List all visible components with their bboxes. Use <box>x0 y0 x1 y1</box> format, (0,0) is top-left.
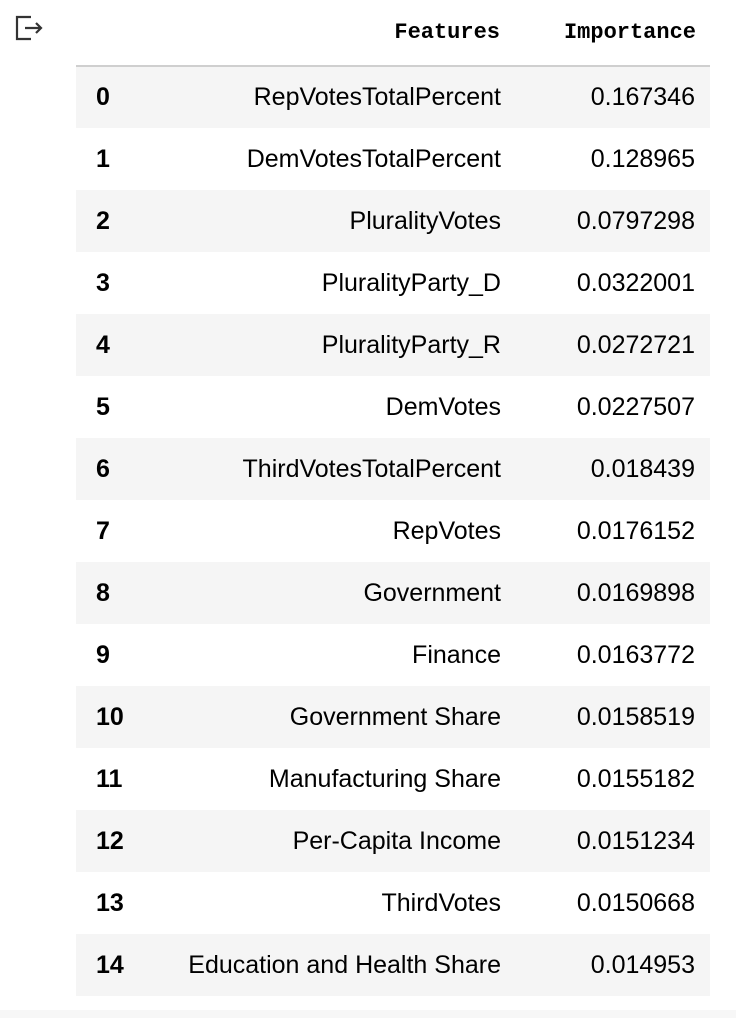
importance-cell: 0.0176152 <box>576 516 695 545</box>
importance-cell: 0.018439 <box>590 454 695 483</box>
row-index: 4 <box>96 330 110 359</box>
table-header: Features Importance <box>76 0 710 67</box>
dataframe-table: Features Importance 0 RepVotesTotalPercen… <box>76 0 710 996</box>
column-header-features: Features <box>136 0 514 67</box>
dataframe-output: Features Importance 0 RepVotesTotalPercen… <box>76 0 710 996</box>
table-row: 1 DemVotesTotalPercent 0.128965 <box>76 128 710 190</box>
table-row: 7 RepVotes 0.0176152 <box>76 500 710 562</box>
importance-cell: 0.0272721 <box>576 330 695 359</box>
row-index: 12 <box>96 826 124 855</box>
output-arrow-icon[interactable] <box>14 14 44 44</box>
row-index: 1 <box>96 144 110 173</box>
row-index: 6 <box>96 454 110 483</box>
table-row: 10 Government Share 0.0158519 <box>76 686 710 748</box>
row-index: 8 <box>96 578 110 607</box>
table-row: 3 PluralityParty_D 0.0322001 <box>76 252 710 314</box>
table-body: 0 RepVotesTotalPercent 0.167346 1 DemVotesTo… <box>76 66 710 996</box>
feature-cell: DemVotes <box>385 392 501 421</box>
table-row: 12 Per-Capita Income 0.0151234 <box>76 810 710 872</box>
importance-cell: 0.014953 <box>590 950 695 979</box>
row-index: 7 <box>96 516 110 545</box>
table-row: 2 PluralityVotes 0.0797298 <box>76 190 710 252</box>
row-index: 13 <box>96 888 124 917</box>
header-row: Features Importance <box>76 0 710 67</box>
importance-cell: 0.0322001 <box>576 268 695 297</box>
feature-cell: Finance <box>412 640 501 669</box>
table-row: 14 Education and Health Share 0.014953 <box>76 934 710 996</box>
row-index: 2 <box>96 206 110 235</box>
feature-cell: Per-Capita Income <box>292 826 501 855</box>
importance-cell: 0.167346 <box>590 83 695 111</box>
feature-cell: ThirdVotesTotalPercent <box>242 454 501 483</box>
importance-cell: 0.0151234 <box>576 826 695 855</box>
table-row: 0 RepVotesTotalPercent 0.167346 <box>76 66 710 128</box>
row-index: 11 <box>96 764 123 793</box>
table-row: 4 PluralityParty_R 0.0272721 <box>76 314 710 376</box>
feature-cell: PluralityParty_D <box>321 268 501 297</box>
importance-cell: 0.0163772 <box>576 640 695 669</box>
row-index: 9 <box>96 640 110 669</box>
feature-cell: PluralityVotes <box>349 206 501 235</box>
row-index: 0 <box>96 83 110 111</box>
importance-cell: 0.0169898 <box>576 578 695 607</box>
feature-cell: DemVotesTotalPercent <box>246 144 501 173</box>
importance-cell: 0.0155182 <box>576 764 695 793</box>
table-row: 13 ThirdVotes 0.0150668 <box>76 872 710 934</box>
feature-cell: Manufacturing Share <box>268 764 501 793</box>
importance-cell: 0.0797298 <box>576 206 695 235</box>
table-row: 6 ThirdVotesTotalPercent 0.018439 <box>76 438 710 500</box>
feature-cell: RepVotes <box>392 516 501 545</box>
row-index: 5 <box>96 392 110 421</box>
feature-cell: RepVotesTotalPercent <box>253 83 501 111</box>
table-row: 9 Finance 0.0163772 <box>76 624 710 686</box>
feature-cell: Government Share <box>289 702 501 731</box>
index-header <box>76 0 136 67</box>
feature-cell: PluralityParty_R <box>321 330 501 359</box>
feature-cell: Government <box>363 578 501 607</box>
cell-bottom-bar <box>0 1010 736 1018</box>
importance-cell: 0.0150668 <box>576 888 695 917</box>
table-row: 8 Government 0.0169898 <box>76 562 710 624</box>
row-index: 10 <box>96 702 124 731</box>
column-header-importance: Importance <box>514 0 710 67</box>
row-index: 14 <box>96 950 124 979</box>
importance-cell: 0.128965 <box>590 144 695 173</box>
table-row: 11 Manufacturing Share 0.0155182 <box>76 748 710 810</box>
importance-cell: 0.0158519 <box>576 702 695 731</box>
importance-cell: 0.0227507 <box>576 392 695 421</box>
feature-cell: ThirdVotes <box>381 888 501 917</box>
feature-cell: Education and Health Share <box>188 950 501 979</box>
row-index: 3 <box>96 268 110 297</box>
table-row: 5 DemVotes 0.0227507 <box>76 376 710 438</box>
